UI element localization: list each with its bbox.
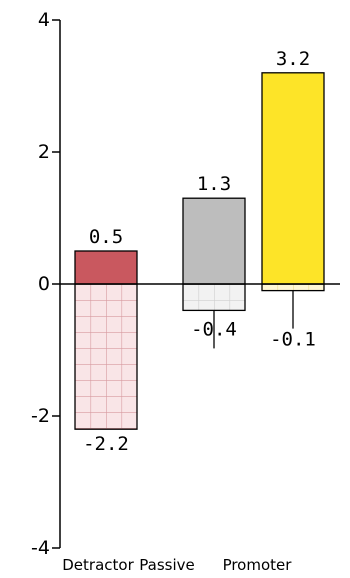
value-label-negative-passive: -0.4 [191, 318, 237, 340]
y-tick-label: 0 [38, 273, 50, 295]
negative-bars [74, 283, 325, 430]
y-tick-label: -4 [31, 537, 50, 559]
labels: 4 2 0 -2 -4 0.5 -2.2 Detractor 1.3 -0.4 Passive 3.2… [31, 9, 316, 574]
category-label-detractor: Detractor [62, 556, 134, 574]
category-label-passive: Passive [139, 556, 194, 574]
y-tick-label: -2 [31, 405, 50, 427]
value-label-negative-promoter: -0.1 [270, 329, 316, 351]
value-label-negative-detractor: -2.2 [83, 433, 129, 455]
bar-positive-passive [182, 197, 246, 285]
value-label-positive-passive: 1.3 [197, 173, 231, 195]
value-label-positive-promoter: 3.2 [276, 48, 310, 70]
bar-positive-detractor [74, 250, 138, 285]
y-tick-label: 4 [38, 9, 50, 31]
bar-negative-passive [182, 283, 246, 312]
bar-negative-detractor [74, 283, 138, 430]
y-tick-label: 2 [38, 141, 50, 163]
category-label-promoter: Promoter [223, 556, 293, 574]
value-label-positive-detractor: 0.5 [89, 226, 123, 248]
bar-positive-promoter [261, 72, 325, 285]
axes [52, 19, 340, 549]
positive-bars [74, 72, 325, 285]
bar-negative-promoter [261, 283, 325, 292]
